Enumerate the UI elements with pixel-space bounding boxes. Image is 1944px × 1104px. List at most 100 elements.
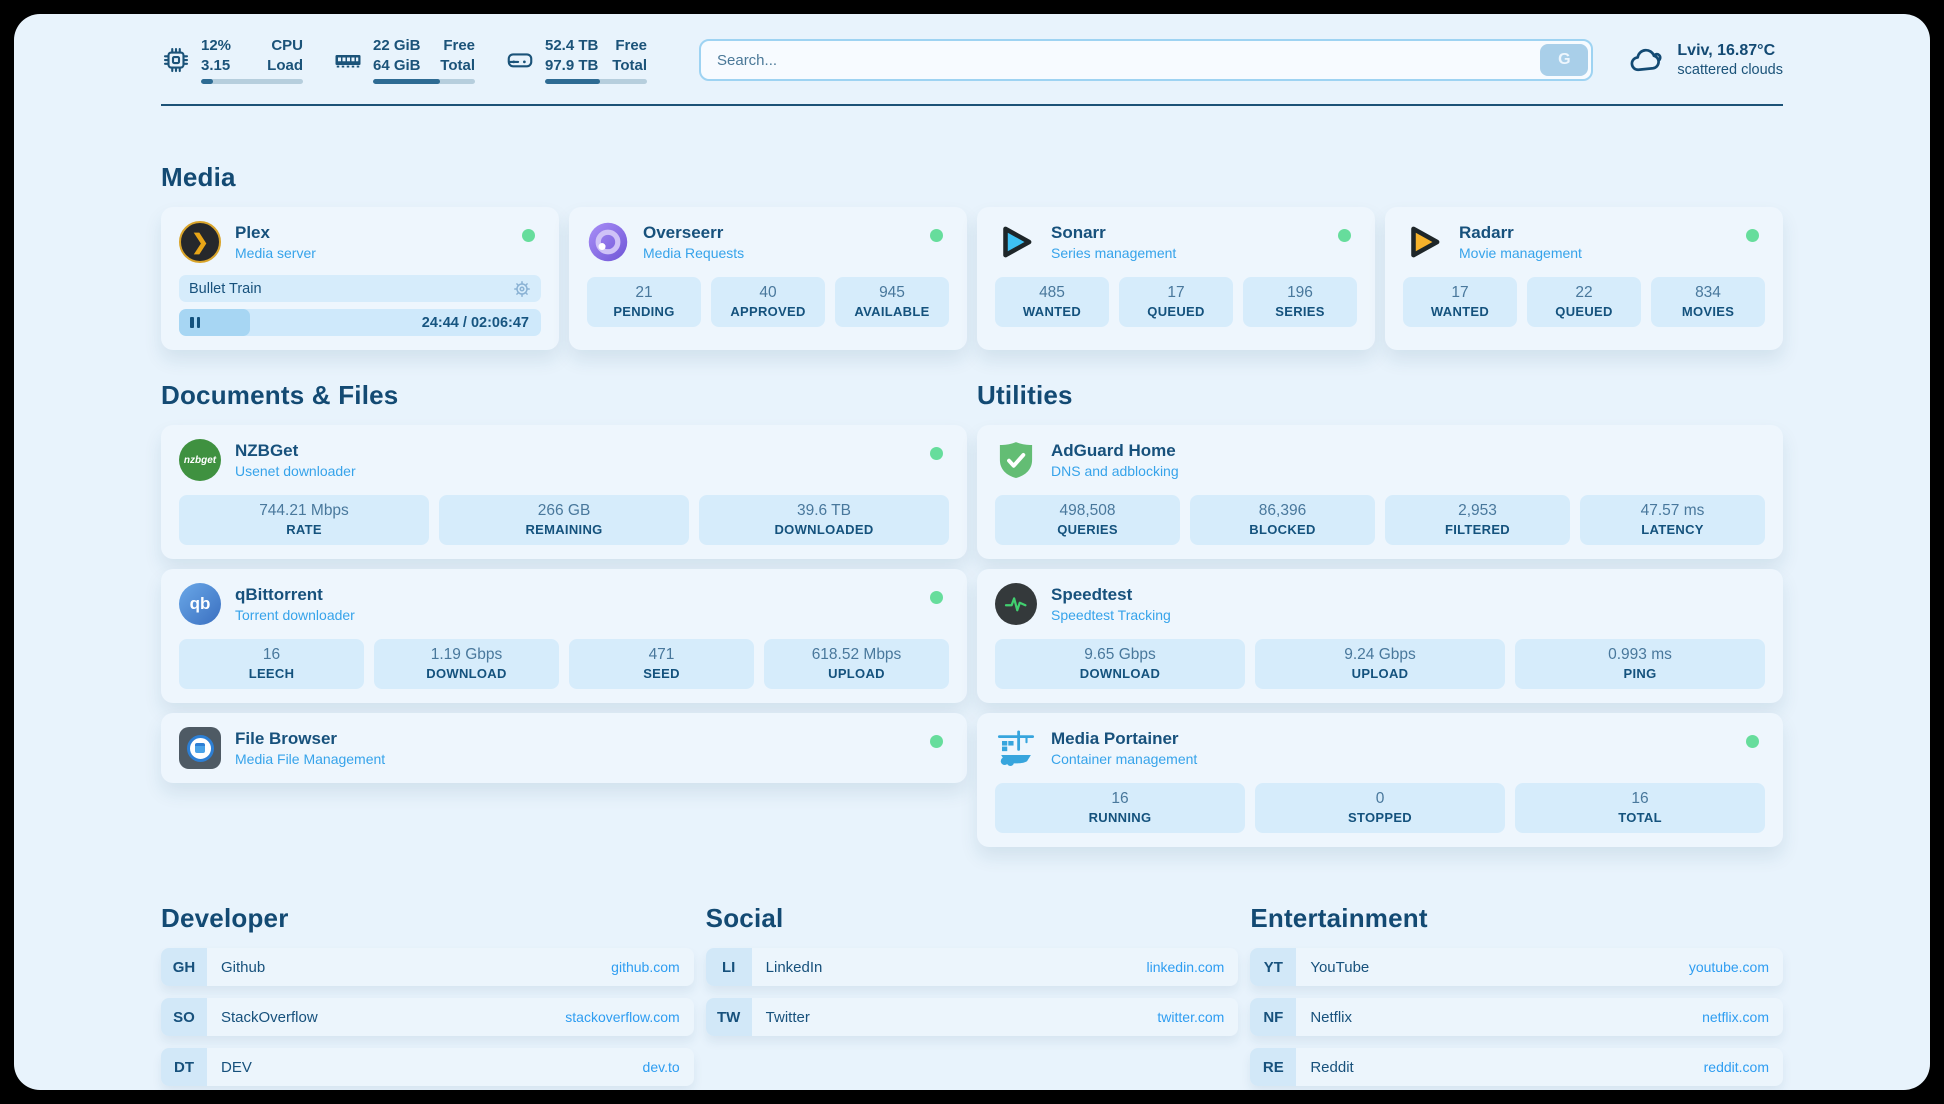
link-abbr: TW <box>705 998 752 1036</box>
link-abbr: RE <box>1250 1048 1297 1086</box>
service-title: qBittorrent <box>235 585 323 604</box>
link-youtube[interactable]: YT YouTube youtube.com <box>1250 948 1783 986</box>
cpu-progress-bar <box>201 79 303 84</box>
overseerr-icon <box>588 222 628 262</box>
disk-values: 52.4 TB 97.9 TB <box>545 37 599 74</box>
link-name: DEV <box>221 1058 252 1076</box>
cloud-icon <box>1630 48 1662 72</box>
service-title: File Browser <box>235 729 338 748</box>
card-portainer[interactable]: Media Portainer Container management 16 R… <box>977 713 1783 847</box>
section-title-social: Social <box>705 903 784 933</box>
stat-queries: 498,508 QUERIES <box>995 495 1180 545</box>
link-name: Reddit <box>1310 1058 1354 1076</box>
stat-total: 16 TOTAL <box>1515 783 1765 833</box>
section-title-utilities: Utilities <box>977 380 1073 410</box>
card-filebrowser[interactable]: File Browser Media File Management <box>161 713 967 783</box>
now-playing-row: Bullet Train <box>179 275 541 302</box>
link-abbr: LI <box>705 948 752 986</box>
stat-seed: 471 SEED <box>569 639 754 689</box>
service-subtitle: Media server <box>235 245 316 261</box>
link-section-social: Social LI LinkedIn linkedin.com TW Twitt… <box>705 903 1239 1036</box>
link-abbr: NF <box>1250 998 1297 1036</box>
stat-rate: 744.21 Mbps RATE <box>179 495 429 545</box>
service-subtitle: Media Requests <box>643 245 745 261</box>
cpu-stat: 12% 3.15 CPU Load <box>161 36 303 84</box>
link-url: reddit.com <box>1703 1059 1769 1075</box>
card-sonarr[interactable]: Sonarr Series management 485 WANTED 17 QUE… <box>977 207 1375 350</box>
section-title-media: Media <box>161 162 236 192</box>
status-dot <box>1746 735 1759 748</box>
ram-values: 22 GiB 64 GiB <box>373 37 421 74</box>
stat-running: 16 RUNNING <box>995 783 1245 833</box>
link-netflix[interactable]: NF Netflix netflix.com <box>1250 998 1783 1036</box>
stat-approved: 40 APPROVED <box>711 277 825 327</box>
card-nzbget[interactable]: nzbget NZBGet Usenet downloader 744.21 M… <box>161 425 967 559</box>
disk-labels: Free Total <box>612 37 647 74</box>
status-dot <box>1746 229 1759 242</box>
service-subtitle: DNS and adblocking <box>1051 463 1179 479</box>
card-overseerr[interactable]: Overseerr Media Requests 21 PENDING 40 APP… <box>569 207 967 350</box>
qbittorrent-icon: qb <box>179 583 221 625</box>
stat-wanted: 17 WANTED <box>1403 277 1517 327</box>
link-url: netflix.com <box>1702 1009 1769 1025</box>
card-plex[interactable]: ❯ Plex Media server Bullet Train 24:44 /… <box>161 207 559 350</box>
service-title: Overseerr <box>643 223 724 242</box>
link-url: linkedin.com <box>1146 959 1225 975</box>
link-stackoverflow[interactable]: SO StackOverflow stackoverflow.com <box>161 998 694 1036</box>
link-github[interactable]: GH Github github.com <box>161 948 694 986</box>
link-name: Netflix <box>1310 1008 1353 1026</box>
link-abbr: SO <box>161 998 207 1036</box>
session-settings-icon[interactable] <box>513 280 531 298</box>
link-section-developer: Developer GH Github github.com SO StackO… <box>161 903 694 1086</box>
header-divider <box>161 104 1783 106</box>
portainer-icon <box>997 730 1035 767</box>
card-speedtest[interactable]: Speedtest Speedtest Tracking 9.65 Gbps DO… <box>977 569 1783 703</box>
filebrowser-icon <box>179 727 221 769</box>
playback-time: 24:44 / 02:06:47 <box>421 314 529 331</box>
stat-blocked: 86,396 BLOCKED <box>1190 495 1375 545</box>
stat-series: 196 SERIES <box>1243 277 1357 327</box>
stat-remaining: 266 GB REMAINING <box>439 495 689 545</box>
pause-icon[interactable] <box>190 317 200 328</box>
service-subtitle: Series management <box>1051 245 1177 261</box>
stat-downloaded: 39.6 TB DOWNLOADED <box>699 495 949 545</box>
service-title: NZBGet <box>235 441 299 460</box>
status-dot <box>1338 229 1351 242</box>
link-section-entertainment: Entertainment YT YouTube youtube.com NF … <box>1250 903 1783 1086</box>
search-provider-button[interactable]: G <box>1540 44 1589 76</box>
disk-progress-bar <box>545 79 647 84</box>
stat-latency: 47.57 ms LATENCY <box>1580 495 1765 545</box>
link-abbr: YT <box>1250 948 1297 986</box>
link-name: StackOverflow <box>221 1008 318 1026</box>
link-abbr: DT <box>161 1048 207 1086</box>
link-reddit[interactable]: RE Reddit reddit.com <box>1250 1048 1783 1086</box>
link-dev[interactable]: DT DEV dev.to <box>161 1048 694 1086</box>
stat-upload: 9.24 Gbps UPLOAD <box>1255 639 1505 689</box>
card-radarr[interactable]: Radarr Movie management 17 WANTED 22 QUEUE… <box>1385 207 1783 350</box>
link-twitter[interactable]: TW Twitter twitter.com <box>705 998 1239 1036</box>
section-title-documents: Documents & Files <box>161 380 399 410</box>
status-dot <box>930 591 943 604</box>
stat-filtered: 2,953 FILTERED <box>1385 495 1570 545</box>
stat-leech: 16 LEECH <box>179 639 364 689</box>
search-input[interactable] <box>699 39 1594 81</box>
link-name: YouTube <box>1310 958 1370 976</box>
service-title: AdGuard Home <box>1051 441 1176 460</box>
status-dot <box>930 447 943 460</box>
link-linkedin[interactable]: LI LinkedIn linkedin.com <box>705 948 1239 986</box>
cpu-icon <box>163 47 189 73</box>
playback-progress-bar: 24:44 / 02:06:47 <box>179 309 541 336</box>
weather-widget: Lviv, 16.87°C scattered clouds <box>1629 42 1783 78</box>
link-name: LinkedIn <box>765 958 823 976</box>
card-adguard[interactable]: AdGuard Home DNS and adblocking 498,508 Q… <box>977 425 1783 559</box>
card-qbittorrent[interactable]: qb qBittorrent Torrent downloader 16 LEEC… <box>161 569 967 703</box>
sonarr-icon <box>1003 226 1032 258</box>
section-title-entertainment: Entertainment <box>1250 903 1428 933</box>
stat-pending: 21 PENDING <box>587 277 701 327</box>
ram-labels: Free Total <box>440 37 475 74</box>
disk-stat: 52.4 TB 97.9 TB Free Total <box>505 36 647 84</box>
weather-condition: scattered clouds <box>1677 62 1783 78</box>
nzbget-icon: nzbget <box>179 439 221 481</box>
service-subtitle: Movie management <box>1459 245 1582 261</box>
